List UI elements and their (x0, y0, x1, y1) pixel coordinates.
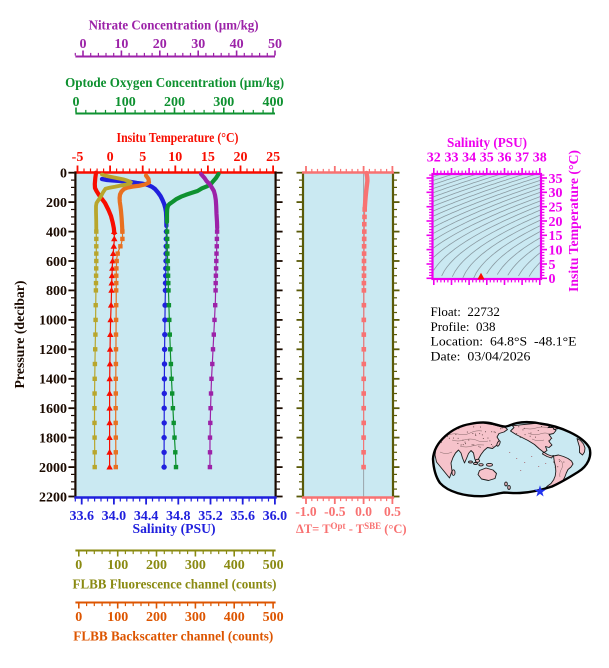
svg-text:-1.0: -1.0 (295, 504, 317, 519)
svg-text:1600: 1600 (39, 402, 67, 417)
svg-text:100: 100 (107, 558, 128, 573)
svg-text:1400: 1400 (39, 373, 67, 388)
svg-text:34: 34 (462, 151, 476, 166)
svg-text:40: 40 (230, 37, 244, 52)
svg-text:34.4: 34.4 (134, 509, 159, 524)
svg-text:10: 10 (114, 37, 128, 52)
svg-text:200: 200 (164, 95, 185, 110)
svg-text:0: 0 (75, 610, 82, 625)
svg-text:2000: 2000 (39, 461, 67, 476)
svg-text:FLBB Backscatter channel (coun: FLBB Backscatter channel (counts) (73, 629, 273, 644)
svg-text:Nitrate Concentration (µm/kg): Nitrate Concentration (µm/kg) (89, 18, 259, 33)
svg-text:400: 400 (263, 95, 284, 110)
svg-text:33.6: 33.6 (69, 509, 94, 524)
svg-text:34.8: 34.8 (166, 509, 191, 524)
svg-text:0.5: 0.5 (384, 504, 401, 519)
svg-text:0.0: 0.0 (355, 504, 372, 519)
svg-text:0: 0 (549, 272, 556, 287)
svg-text:Date: 03/04/2026: Date: 03/04/2026 (431, 348, 532, 363)
svg-text:FLBB Fluorescence channel (cou: FLBB Fluorescence channel (counts) (73, 577, 277, 592)
svg-text:35.2: 35.2 (198, 509, 223, 524)
svg-text:35.6: 35.6 (230, 509, 255, 524)
svg-text:0: 0 (73, 95, 80, 110)
svg-text:400: 400 (224, 558, 245, 573)
svg-text:Profile: 038: Profile: 038 (431, 319, 496, 334)
svg-text:25: 25 (549, 201, 563, 216)
svg-text:1000: 1000 (39, 314, 67, 329)
svg-text:25: 25 (266, 150, 280, 165)
svg-text:0: 0 (80, 37, 87, 52)
svg-text:15: 15 (201, 150, 215, 165)
svg-text:5: 5 (139, 150, 146, 165)
svg-text:30: 30 (549, 186, 563, 201)
svg-text:500: 500 (263, 558, 284, 573)
svg-text:2200: 2200 (39, 490, 67, 505)
svg-text:36: 36 (498, 151, 512, 166)
svg-text:500: 500 (263, 610, 284, 625)
svg-text:Pressure (decibar): Pressure (decibar) (12, 281, 27, 389)
svg-text:1200: 1200 (39, 343, 67, 358)
svg-text:32: 32 (427, 151, 441, 166)
svg-text:0: 0 (60, 167, 67, 182)
svg-text:300: 300 (185, 558, 206, 573)
svg-text:20: 20 (153, 37, 167, 52)
svg-text:5: 5 (549, 258, 556, 273)
svg-text:600: 600 (46, 255, 67, 270)
svg-text:0: 0 (107, 150, 114, 165)
svg-text:35: 35 (480, 151, 494, 166)
svg-text:35: 35 (549, 172, 563, 187)
svg-text:300: 300 (185, 610, 206, 625)
svg-text:15: 15 (549, 229, 563, 244)
svg-text:800: 800 (46, 284, 67, 299)
svg-text:300: 300 (213, 95, 234, 110)
svg-text:Salinity (PSU): Salinity (PSU) (133, 521, 216, 536)
svg-text:200: 200 (146, 558, 167, 573)
svg-text:10: 10 (549, 243, 563, 258)
svg-text:Float: 22732: Float: 22732 (431, 304, 500, 319)
svg-text:400: 400 (224, 610, 245, 625)
svg-text:33: 33 (445, 151, 459, 166)
svg-text:200: 200 (146, 610, 167, 625)
svg-text:Salinity (PSU): Salinity (PSU) (447, 135, 527, 150)
svg-text:Location: 64.8°S -48.1°E: Location: 64.8°S -48.1°E (431, 334, 577, 349)
svg-text:36.0: 36.0 (263, 509, 288, 524)
svg-text:Insitu Temperature (°C): Insitu Temperature (°C) (566, 150, 581, 292)
svg-text:400: 400 (46, 225, 67, 240)
svg-text:50: 50 (268, 37, 282, 52)
svg-text:Optode Oxygen Concentration (µ: Optode Oxygen Concentration (µm/kg) (65, 75, 284, 90)
svg-text:10: 10 (168, 150, 182, 165)
svg-text:38: 38 (533, 151, 547, 166)
svg-text:100: 100 (107, 610, 128, 625)
svg-text:ΔT= TOpt - TSBE (°C): ΔT= TOpt - TSBE (°C) (296, 521, 407, 536)
svg-text:-0.5: -0.5 (324, 504, 346, 519)
svg-text:34.0: 34.0 (102, 509, 127, 524)
svg-text:-5: -5 (72, 150, 84, 165)
svg-text:0: 0 (75, 558, 82, 573)
svg-text:20: 20 (234, 150, 248, 165)
svg-text:20: 20 (549, 215, 563, 230)
svg-text:100: 100 (115, 95, 136, 110)
svg-text:200: 200 (46, 196, 67, 211)
svg-text:1800: 1800 (39, 431, 67, 446)
svg-text:37: 37 (515, 151, 529, 166)
svg-text:Insitu Temperature (°C): Insitu Temperature (°C) (117, 130, 239, 145)
svg-text:30: 30 (191, 37, 205, 52)
